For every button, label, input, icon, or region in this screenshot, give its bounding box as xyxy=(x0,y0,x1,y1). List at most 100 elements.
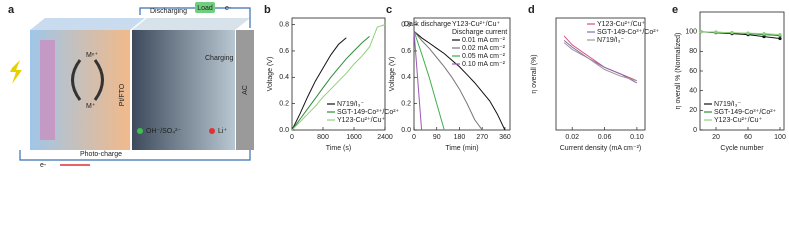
x-tick-label: 1600 xyxy=(346,134,362,141)
series-line xyxy=(413,30,506,131)
plot-frame xyxy=(555,17,646,131)
label: Charging xyxy=(205,55,234,62)
legend-label: SGT-149-Co³⁺/Co²⁺ xyxy=(337,109,400,116)
annotation: Discharge current xyxy=(452,29,507,36)
y-tick-label: 0.6 xyxy=(279,48,289,55)
counter-electrode xyxy=(236,30,254,150)
point xyxy=(762,32,766,36)
panel-top xyxy=(132,18,250,30)
series-line xyxy=(291,36,370,131)
y-tick-label: 80 xyxy=(689,48,697,55)
x-axis-label: Time (s) xyxy=(326,145,351,152)
point xyxy=(746,31,750,35)
series-line xyxy=(563,42,638,82)
cation-icon xyxy=(209,128,215,134)
y-tick-label: 0.4 xyxy=(279,74,289,81)
label: e- xyxy=(225,5,232,12)
figure: a Discharging Load e- Mⁿ⁺ M⁺ Pt/FTO Char… xyxy=(8,2,786,169)
x-tick-label: 360 xyxy=(499,134,511,141)
series-line xyxy=(563,40,638,84)
y-axis-label: Voltage (V) xyxy=(389,57,396,92)
x-tick-label: 0.10 xyxy=(630,134,644,141)
y-axis-label: η overall % (Normalized) xyxy=(675,33,682,110)
legend-label: 0.10 mA cm⁻² xyxy=(462,61,506,68)
legend-label: 0.02 mA cm⁻² xyxy=(462,45,506,52)
y-tick-label: 0 xyxy=(693,127,697,134)
legend-label: SGT-149-Co³⁺/Co²⁺ xyxy=(714,109,777,116)
x-axis-label: Cycle number xyxy=(720,145,764,152)
label: Load xyxy=(197,5,213,12)
arrow xyxy=(71,59,82,101)
label: Li⁺ xyxy=(218,128,227,135)
y-tick-label: 20 xyxy=(689,107,697,114)
x-axis-label: Current density (mA cm⁻²) xyxy=(560,145,642,152)
point xyxy=(730,31,734,35)
y-axis-label: η overall (%) xyxy=(531,54,538,93)
label: Mⁿ⁺ xyxy=(86,52,98,59)
legend-label: N719/I₃⁻ xyxy=(597,37,624,44)
series-line xyxy=(291,24,386,131)
legend-label: 0.01 mA cm⁻² xyxy=(462,37,506,44)
legend-label: 0.05 mA cm⁻² xyxy=(462,53,506,60)
x-tick-label: 0 xyxy=(412,134,416,141)
legend-label: Y123-Cu²⁺/Cu⁺ xyxy=(337,117,386,124)
panel-top xyxy=(30,18,145,30)
y-axis-label: Voltage (V) xyxy=(267,57,274,92)
label: e- xyxy=(40,162,47,169)
y-tick-label: 0.8 xyxy=(279,21,289,28)
y-tick-label: 60 xyxy=(689,68,697,75)
panel-label: a xyxy=(8,4,15,16)
y-tick-label: 0.4 xyxy=(401,74,411,81)
plot-frame xyxy=(291,17,386,131)
storage-cell xyxy=(132,30,235,150)
label: Discharging xyxy=(150,8,187,15)
x-tick-label: 90 xyxy=(433,134,441,141)
y-tick-label: 0.2 xyxy=(401,100,411,107)
y-tick-label: 100 xyxy=(685,29,697,36)
y-tick-label: 40 xyxy=(689,88,697,95)
anion-icon xyxy=(137,128,143,134)
panel-label: c xyxy=(386,4,392,16)
y-tick-label: 0.2 xyxy=(279,100,289,107)
x-tick-label: 270 xyxy=(476,134,488,141)
label: OH⁻/SO₄²⁻ xyxy=(146,128,181,135)
x-tick-label: 20 xyxy=(712,134,720,141)
arrow xyxy=(93,59,104,101)
circuit xyxy=(139,7,251,28)
panel-label: e xyxy=(672,4,678,16)
y-tick-label: 0.0 xyxy=(401,127,411,134)
legend-label: Y123-Cu²⁺/Cu⁺ xyxy=(714,117,763,124)
series-line xyxy=(413,31,445,131)
x-tick-label: 0.02 xyxy=(565,134,579,141)
legend-label: SGT-149-Co³⁺/Co²⁺ xyxy=(597,29,660,36)
label: Photo-charge xyxy=(80,151,122,158)
y-tick-label: 0.0 xyxy=(279,127,289,134)
x-axis-label: Time (min) xyxy=(445,145,478,152)
point xyxy=(699,30,703,34)
series-line xyxy=(413,31,423,131)
load-box xyxy=(195,2,215,13)
y-tick-label: 0.6 xyxy=(401,48,411,55)
x-tick-label: 0 xyxy=(290,134,294,141)
y-tick-label: 0.8 xyxy=(401,21,411,28)
series-line xyxy=(700,31,781,36)
label: Pt/FTO xyxy=(119,83,126,106)
light-icon xyxy=(10,60,22,84)
x-tick-label: 60 xyxy=(744,134,752,141)
point xyxy=(778,36,782,41)
panel-label: b xyxy=(264,4,271,16)
label: AC xyxy=(242,85,249,95)
x-tick-label: 800 xyxy=(317,134,329,141)
legend-label: N719/I₃⁻ xyxy=(714,101,741,108)
legend-label: Y123-Cu²⁺/Cu⁺ xyxy=(597,21,646,28)
series-line xyxy=(413,30,483,131)
panel-label: d xyxy=(528,4,535,16)
x-tick-label: 100 xyxy=(774,134,786,141)
x-tick-label: 180 xyxy=(454,134,466,141)
plot-frame xyxy=(413,17,511,131)
annotation: Dark discharge xyxy=(404,21,451,28)
x-tick-label: 2400 xyxy=(377,134,393,141)
circuit xyxy=(19,150,251,161)
point xyxy=(778,33,782,37)
point xyxy=(714,30,718,34)
